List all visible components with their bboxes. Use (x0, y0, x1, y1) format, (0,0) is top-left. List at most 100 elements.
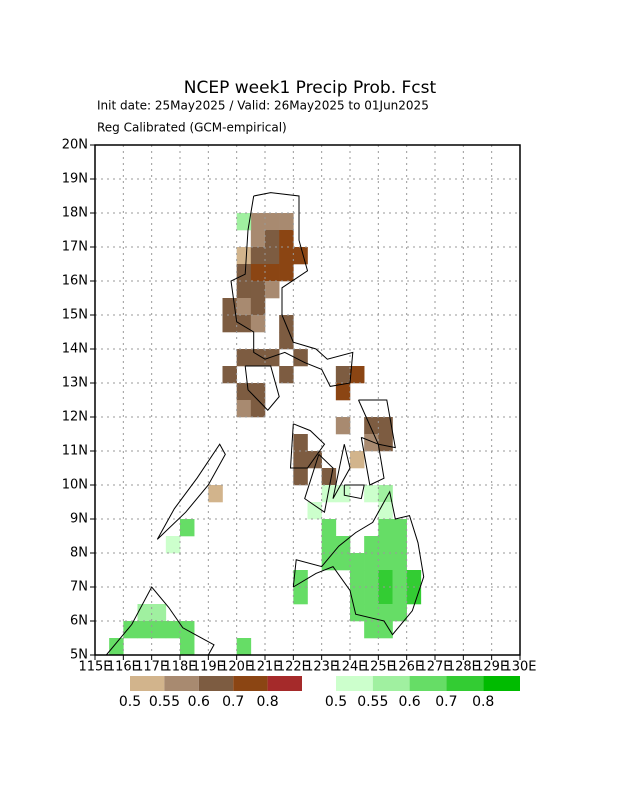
grid-cell (236, 264, 252, 282)
grid-cell (335, 553, 351, 571)
grid-cell (364, 587, 379, 605)
legend-swatch (267, 676, 302, 691)
grid-cell (250, 213, 266, 231)
grid-cell (321, 553, 337, 571)
grid-cell (321, 519, 337, 537)
legend-label: 0.55 (149, 694, 180, 710)
grid-cell (180, 519, 195, 537)
legend-label: 0.6 (398, 694, 420, 710)
grid-cell (364, 553, 379, 571)
grid-cell (236, 247, 252, 265)
coastline (244, 365, 280, 411)
y-tick-label: 16N (62, 274, 88, 289)
grid-cell (109, 638, 124, 656)
grid-cell (265, 213, 280, 231)
legend: 0.5 0.55 0.6 0.7 0.8 0.5 0.55 0.6 0.7 0.8 (119, 676, 520, 710)
coastline (358, 399, 396, 449)
grid-cell (378, 485, 393, 503)
grid-cell (406, 570, 422, 588)
grid-cell (279, 213, 294, 231)
x-tick-label: 125E (362, 660, 395, 675)
x-tick-label: 120E (220, 660, 253, 675)
grid-cell (165, 536, 181, 554)
coastlines (105, 192, 425, 656)
y-tick-label: 11N (62, 444, 88, 459)
legend-label: 0.55 (357, 694, 388, 710)
coastline (289, 423, 326, 469)
grid-cell (406, 587, 422, 605)
grid-cell (265, 230, 280, 248)
grid-cell (279, 366, 294, 384)
x-tick-label: 129E (475, 660, 508, 675)
grid-cell (279, 247, 294, 265)
legend-swatch (336, 676, 373, 691)
legend-label: 0.8 (472, 694, 494, 710)
map-title: NCEP week1 Precip Prob. Fcst (184, 78, 437, 98)
subtitle: Init date: 25May2025 / Valid: 26May2025 … (97, 99, 429, 113)
grid-cell (378, 604, 393, 622)
x-tick-label: 117E (135, 660, 168, 675)
x-tick-label: 119E (192, 660, 225, 675)
grid-cell (364, 621, 379, 639)
grid-cell (265, 264, 280, 282)
grid-cell (364, 434, 379, 452)
y-tick-label: 13N (62, 376, 88, 391)
grid-cell (293, 451, 308, 469)
grid-cell (236, 281, 252, 299)
y-tick-label: 14N (62, 342, 88, 357)
grid-cell (250, 264, 266, 282)
legend-label: 0.7 (435, 694, 457, 710)
grid-cell (378, 519, 393, 537)
grid-cell (265, 281, 280, 299)
legend-swatch (130, 676, 165, 691)
y-tick-label: 12N (62, 410, 88, 425)
grid-cell (265, 349, 280, 367)
y-tick-label: 18N (62, 206, 88, 221)
grid-cell (222, 315, 237, 333)
grid-cell (392, 570, 407, 588)
grid-cell (293, 570, 308, 588)
grid-cell (335, 383, 351, 401)
grid-cell (250, 281, 266, 299)
grid-cell (378, 536, 393, 554)
x-tick-label: 130E (503, 660, 536, 675)
grid-cell (222, 366, 237, 384)
grid-cell (350, 604, 365, 622)
grid-cell (307, 502, 322, 520)
grid-cell (335, 417, 351, 435)
legend-swatch (446, 676, 484, 691)
grid-cell (392, 587, 407, 605)
grid-cell (279, 332, 294, 350)
grid-cell (293, 434, 308, 452)
grid-cell (250, 230, 266, 248)
grid-cell (250, 315, 266, 333)
y-tick-label: 6N (70, 614, 88, 629)
y-tick-label: 19N (62, 172, 88, 187)
grid-cell (265, 247, 280, 265)
grid-cell (236, 298, 252, 316)
grid-cell (392, 604, 407, 622)
x-tick-label: 118E (163, 660, 196, 675)
grid-cell (236, 213, 252, 231)
grid-cell (335, 366, 351, 384)
y-tick-label: 8N (70, 546, 88, 561)
grid-cell (364, 417, 379, 435)
x-tick-label: 123E (305, 660, 338, 675)
ticks: 115E116E117E118E119E120E121E122E123E124E… (62, 138, 537, 675)
grid-cell (350, 366, 365, 384)
y-tick-label: 7N (70, 580, 88, 595)
grid (95, 145, 520, 655)
grid-cell (321, 468, 337, 486)
y-tick-label: 5N (70, 648, 88, 663)
cells (109, 213, 422, 656)
grid-cell (151, 621, 167, 639)
grid-cell (321, 536, 337, 554)
grid-cell (137, 604, 152, 622)
legend-label: 0.5 (325, 694, 347, 710)
grid-cell (151, 604, 167, 622)
legend-label: 0.7 (222, 694, 244, 710)
x-tick-label: 126E (390, 660, 423, 675)
x-tick-label: 116E (107, 660, 140, 675)
grid-cell (364, 570, 379, 588)
